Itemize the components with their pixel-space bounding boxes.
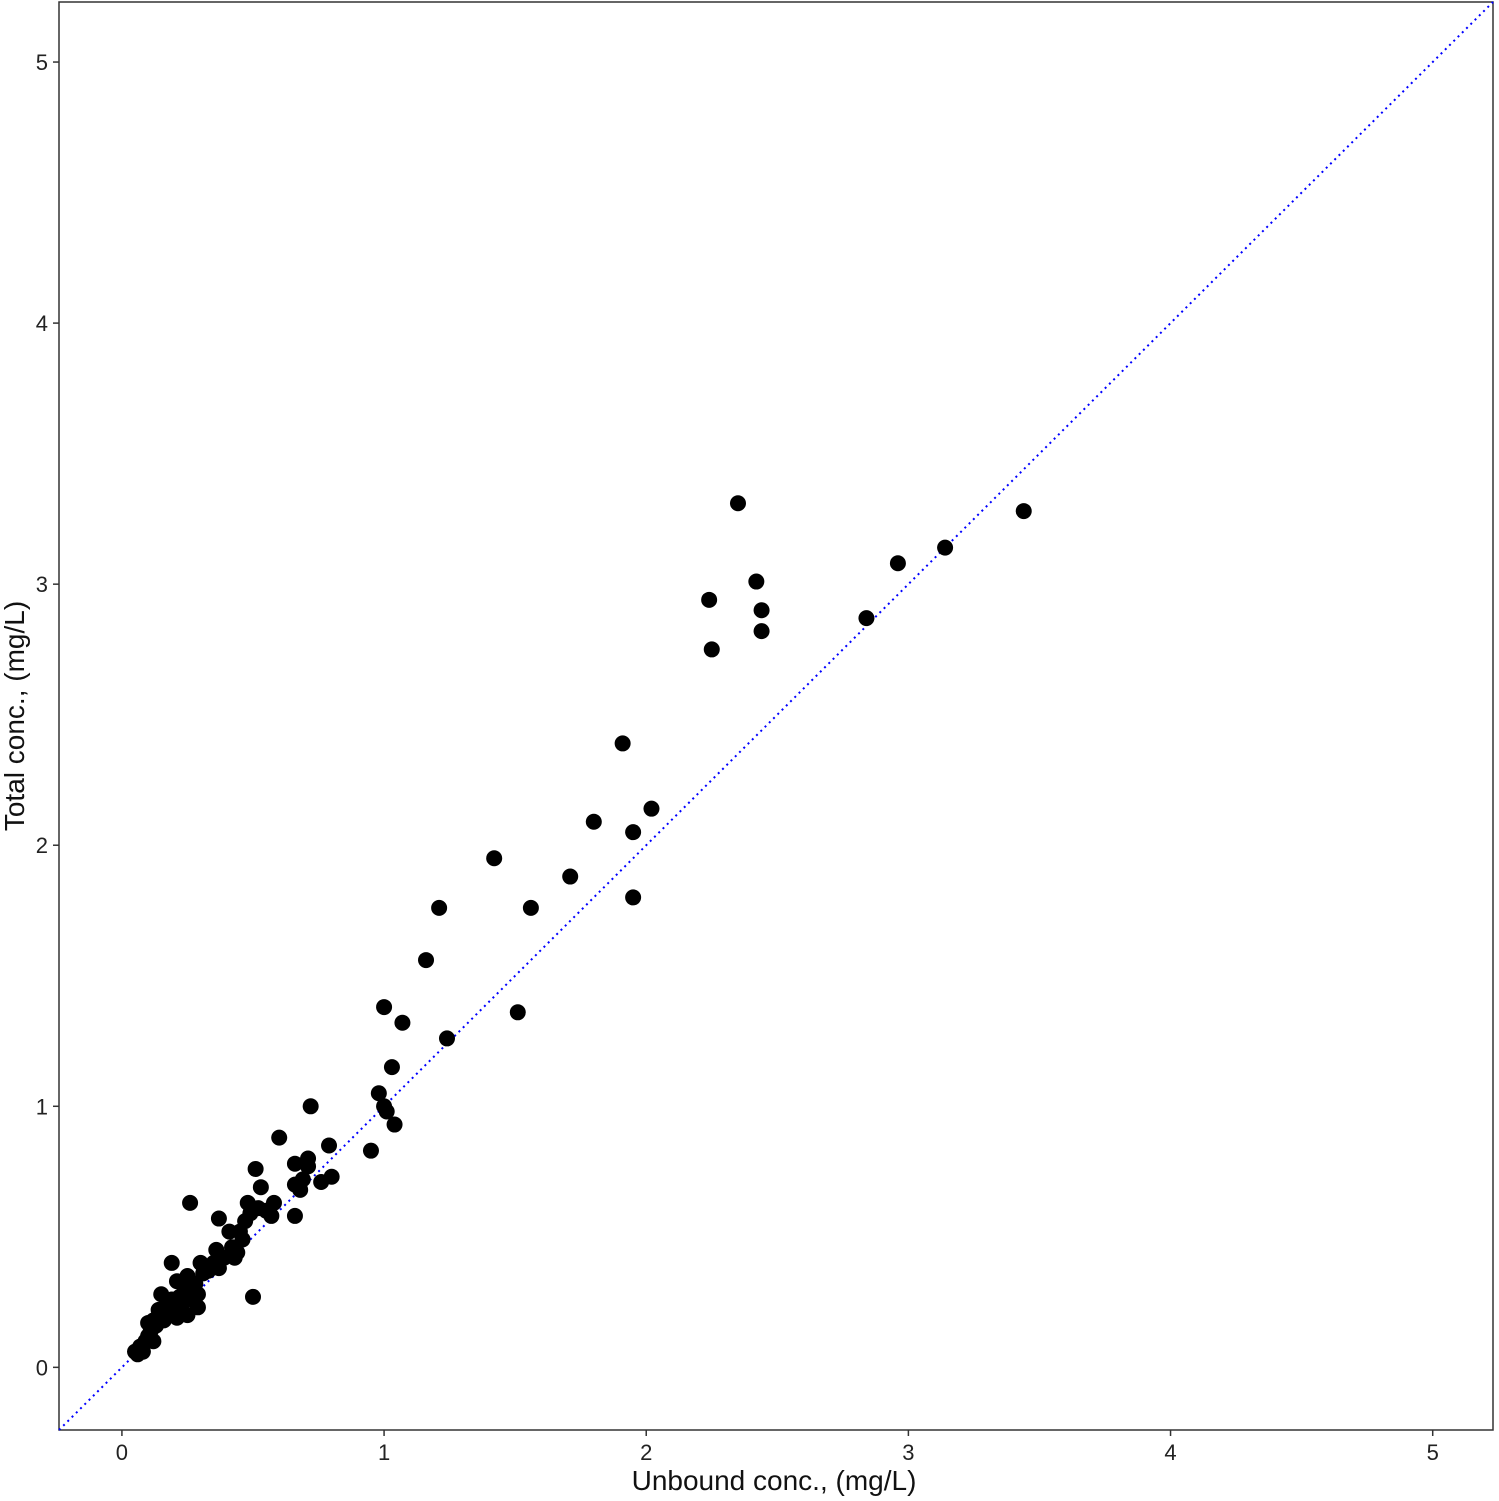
data-point [418, 952, 435, 969]
data-point [614, 735, 631, 752]
data-point [562, 868, 579, 885]
data-point [323, 1168, 340, 1185]
data-point [286, 1155, 303, 1172]
data-point [376, 999, 393, 1016]
x-axis-ticks: 0 1 2 3 4 5 [116, 1430, 1439, 1465]
data-point [189, 1286, 206, 1303]
data-point [748, 573, 765, 590]
data-point [182, 1194, 199, 1211]
x-axis-title: Unbound conc., (mg/L) [632, 1465, 917, 1496]
data-point [229, 1244, 246, 1261]
x-tick-label: 0 [116, 1440, 128, 1465]
x-tick-label: 3 [902, 1440, 914, 1465]
data-point [294, 1171, 311, 1188]
y-tick-label: 4 [36, 311, 48, 336]
data-point [163, 1254, 180, 1271]
data-point [889, 555, 906, 572]
data-point [362, 1142, 379, 1159]
data-point [753, 623, 770, 640]
data-point [486, 850, 503, 867]
data-point [937, 539, 954, 556]
data-point [189, 1299, 206, 1316]
points-layer [127, 495, 1032, 1363]
data-point [703, 641, 720, 658]
data-point [321, 1137, 338, 1154]
x-tick-label: 4 [1164, 1440, 1176, 1465]
data-point [286, 1207, 303, 1224]
data-point [625, 824, 642, 841]
data-point [370, 1085, 387, 1102]
data-point [271, 1129, 288, 1146]
data-point [145, 1333, 162, 1350]
x-tick-label: 5 [1427, 1440, 1439, 1465]
data-point [522, 899, 539, 916]
data-point [386, 1116, 403, 1133]
data-point [1015, 503, 1032, 520]
data-point [252, 1179, 269, 1196]
data-point [858, 610, 875, 627]
data-point [643, 800, 660, 817]
data-point [302, 1098, 319, 1115]
data-point [210, 1210, 227, 1227]
y-tick-label: 1 [36, 1094, 48, 1119]
data-point [585, 813, 602, 830]
x-tick-label: 1 [378, 1440, 390, 1465]
y-tick-label: 2 [36, 833, 48, 858]
data-point [247, 1160, 264, 1177]
data-point [431, 899, 448, 916]
data-point [383, 1059, 400, 1076]
data-point [394, 1014, 411, 1031]
data-point [300, 1150, 317, 1167]
y-axis-ticks: 0 1 2 3 4 5 [36, 50, 59, 1380]
data-point [438, 1030, 455, 1047]
data-point [509, 1004, 526, 1021]
data-point [265, 1194, 282, 1211]
data-point [729, 495, 746, 512]
y-tick-label: 3 [36, 572, 48, 597]
data-point [244, 1288, 261, 1305]
data-point [378, 1103, 395, 1120]
data-point [701, 591, 718, 608]
y-tick-label: 5 [36, 50, 48, 75]
x-tick-label: 2 [640, 1440, 652, 1465]
y-tick-label: 0 [36, 1355, 48, 1380]
data-point [753, 602, 770, 619]
y-axis-title: Total conc., (mg/L) [0, 601, 30, 831]
data-point [263, 1207, 280, 1224]
data-point [625, 889, 642, 906]
data-point [234, 1231, 251, 1248]
